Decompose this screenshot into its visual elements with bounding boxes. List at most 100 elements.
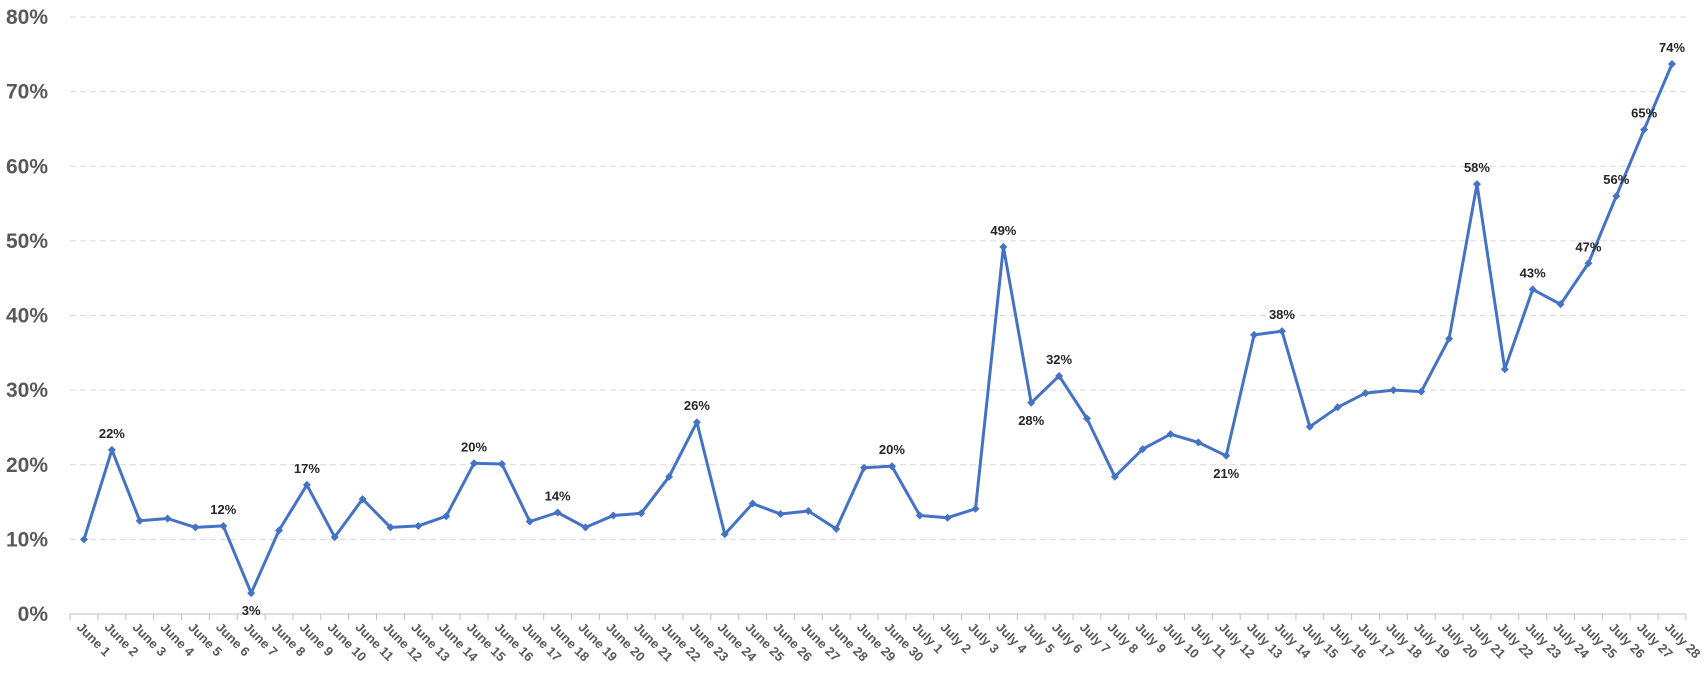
data-point	[915, 511, 924, 520]
data-point	[860, 463, 869, 472]
data-point	[1584, 259, 1593, 268]
data-label: 49%	[990, 223, 1016, 238]
data-label: 58%	[1464, 160, 1490, 175]
data-point	[1556, 300, 1565, 309]
y-tick-label: 10%	[6, 528, 48, 551]
data-point	[1222, 451, 1231, 460]
data-label: 38%	[1269, 307, 1295, 322]
data-point	[971, 504, 980, 513]
data-point	[1138, 445, 1147, 454]
data-point	[1277, 327, 1286, 336]
y-tick-label: 70%	[6, 81, 48, 104]
data-point	[470, 459, 479, 468]
data-label: 17%	[294, 461, 320, 476]
data-label: 43%	[1520, 265, 1546, 280]
data-labels: 22% 12% 3% 17% 20% 14% 26% 20% 49% 28% 32% 21% 38% 58…	[99, 40, 1686, 618]
data-point	[887, 462, 896, 471]
data-point	[692, 418, 701, 427]
data-point	[804, 507, 813, 516]
series-line-layer	[82, 62, 1674, 595]
data-point	[1027, 398, 1036, 407]
data-label: 74%	[1659, 40, 1685, 55]
x-tick-label: July 6	[1049, 620, 1086, 657]
data-point	[219, 521, 228, 530]
data-point	[1389, 386, 1398, 395]
data-label: 20%	[879, 442, 905, 457]
data-point	[80, 535, 88, 544]
data-label: 56%	[1603, 172, 1629, 187]
data-point	[107, 445, 116, 454]
data-point	[497, 460, 506, 469]
data-point	[637, 509, 646, 518]
data-point	[1055, 371, 1064, 380]
x-tick-label: July 3	[965, 620, 1002, 657]
data-point	[776, 510, 785, 519]
data-label: 26%	[684, 398, 710, 413]
data-point	[999, 242, 1008, 251]
data-point	[1361, 389, 1370, 398]
data-point	[135, 516, 144, 525]
data-point	[553, 508, 562, 517]
data-label: 47%	[1575, 239, 1601, 254]
data-point	[1082, 414, 1091, 423]
data-point	[275, 526, 284, 535]
data-point	[1110, 472, 1119, 481]
data-point	[1445, 334, 1454, 343]
data-point	[247, 589, 256, 598]
y-tick-label: 60%	[6, 155, 48, 178]
data-point	[414, 521, 423, 530]
data-point	[1194, 438, 1203, 447]
y-tick-label: 0%	[18, 603, 49, 626]
data-point	[720, 530, 729, 539]
data-point	[1668, 60, 1676, 69]
data-point	[1612, 192, 1621, 201]
axes	[69, 613, 1687, 620]
data-label: 28%	[1018, 413, 1044, 428]
x-tick-label: July 2	[938, 620, 975, 657]
data-point	[1333, 403, 1342, 412]
data-point	[943, 513, 952, 522]
data-label: 32%	[1046, 352, 1072, 367]
data-point	[832, 524, 841, 533]
data-point	[442, 512, 451, 521]
y-axis-tick-labels: 0% 10% 20% 30% 40% 50% 60% 70% 80%	[6, 6, 48, 626]
data-point	[302, 480, 311, 489]
data-point	[1305, 422, 1314, 431]
data-point	[1500, 365, 1509, 374]
x-tick-label: July 8	[1105, 620, 1142, 657]
data-label: 3%	[242, 603, 261, 618]
y-tick-label: 80%	[6, 6, 48, 29]
data-point	[330, 533, 339, 542]
data-label: 22%	[99, 426, 125, 441]
data-point	[525, 517, 534, 526]
data-point	[1472, 180, 1481, 189]
y-tick-label: 50%	[6, 230, 48, 253]
data-point	[386, 523, 395, 532]
data-point	[1528, 285, 1537, 294]
data-point	[358, 495, 367, 504]
series-line	[82, 62, 1674, 595]
data-label: 21%	[1213, 466, 1239, 481]
data-point	[1166, 430, 1175, 439]
data-point	[191, 523, 200, 532]
data-point	[1250, 330, 1259, 339]
data-label: 65%	[1631, 106, 1657, 121]
data-point	[1640, 125, 1649, 134]
data-point	[581, 523, 590, 532]
data-label: 20%	[461, 439, 487, 454]
data-point	[748, 499, 757, 508]
x-tick-label: July 9	[1133, 620, 1170, 657]
y-tick-label: 30%	[6, 379, 48, 402]
y-tick-label: 20%	[6, 454, 48, 477]
data-point	[163, 514, 172, 523]
data-label: 12%	[210, 502, 236, 517]
data-point-markers	[80, 60, 1676, 598]
y-tick-label: 40%	[6, 305, 48, 328]
data-point	[1417, 387, 1426, 396]
data-label: 14%	[545, 489, 571, 504]
data-point	[609, 511, 618, 520]
data-point	[665, 472, 674, 481]
